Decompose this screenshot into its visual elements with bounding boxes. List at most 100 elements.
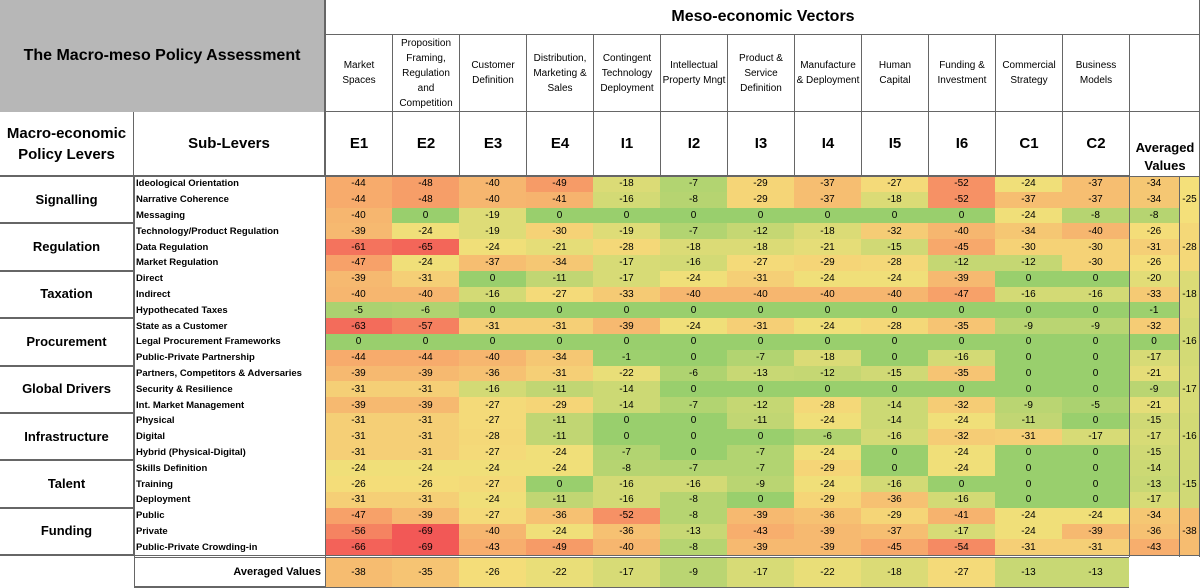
table-cell: -31	[392, 492, 459, 508]
table-cell: 0	[1062, 444, 1129, 461]
table-cell: -1	[593, 349, 660, 366]
table-cell: -52	[593, 507, 660, 524]
sub-lever-label: Partners, Competitors & Adversaries	[134, 365, 325, 382]
group-average: -17	[1179, 365, 1200, 413]
table-cell: -24	[459, 492, 526, 508]
table-cell: -31	[995, 428, 1062, 445]
table-cell: -30	[526, 223, 593, 240]
table-cell: 0	[593, 302, 660, 319]
table-cell: -16	[459, 286, 526, 303]
table-cell: -40	[325, 286, 392, 303]
table-cell: -40	[660, 286, 727, 303]
column-average: -9	[660, 557, 727, 587]
table-cell: -40	[727, 286, 794, 303]
table-cell: -16	[861, 476, 928, 492]
table-cell: -65	[392, 239, 459, 255]
sub-lever-label: Public-Private Crowding-in	[134, 539, 325, 556]
table-cell: -35	[928, 318, 995, 334]
table-cell: -31	[392, 270, 459, 287]
table-cell: -11	[526, 413, 593, 429]
table-cell: -41	[928, 507, 995, 524]
table-cell: -37	[794, 176, 861, 192]
sub-lever-label: Technology/Product Regulation	[134, 223, 325, 240]
table-cell: 0	[660, 381, 727, 398]
table-cell: -18	[727, 239, 794, 255]
row-average: -33	[1129, 286, 1179, 303]
table-cell: 0	[593, 207, 660, 224]
table-cell: -24	[325, 460, 392, 477]
lever-infrastructure: Infrastructure	[0, 413, 134, 461]
table-cell: -28	[459, 428, 526, 445]
table-cell: -11	[526, 381, 593, 398]
macro-levers-header: Macro-economic Policy Levers	[0, 112, 134, 176]
table-cell: -11	[995, 413, 1062, 429]
table-cell: 0	[794, 207, 861, 224]
vector-code: E2	[392, 112, 459, 176]
table-cell: -27	[459, 413, 526, 429]
table-cell: 0	[861, 207, 928, 224]
table-cell: -14	[861, 397, 928, 413]
table-cell: -18	[660, 239, 727, 255]
table-cell: -44	[325, 191, 392, 208]
column-average: -17	[593, 557, 660, 587]
group-average: -25	[1179, 176, 1200, 224]
table-cell: 0	[727, 302, 794, 319]
table-cell: 0	[928, 302, 995, 319]
table-cell: -31	[392, 413, 459, 429]
table-cell: -31	[325, 381, 392, 398]
table-cell: -30	[995, 239, 1062, 255]
meso-vectors-title: Meso-economic Vectors	[325, 0, 1200, 35]
table-cell: -14	[861, 413, 928, 429]
table-cell: -39	[392, 365, 459, 382]
table-cell: -39	[928, 270, 995, 287]
table-cell: -39	[392, 507, 459, 524]
table-cell: -19	[593, 223, 660, 240]
vector-code: I3	[727, 112, 794, 176]
table-cell: -32	[928, 397, 995, 413]
table-cell: -40	[459, 191, 526, 208]
table-cell: -45	[861, 539, 928, 556]
table-cell: -37	[861, 523, 928, 540]
table-cell: -40	[459, 349, 526, 366]
table-cell: -44	[325, 176, 392, 192]
table-cell: 0	[392, 334, 459, 350]
table-cell: -34	[526, 255, 593, 271]
lever-signalling: Signalling	[0, 176, 134, 224]
table-cell: -27	[459, 444, 526, 461]
table-cell: -31	[526, 365, 593, 382]
table-cell: -44	[325, 349, 392, 366]
table-cell: -69	[392, 539, 459, 556]
table-cell: -5	[325, 302, 392, 319]
table-cell: -14	[593, 381, 660, 398]
table-cell: 0	[928, 334, 995, 350]
table-cell: -39	[727, 539, 794, 556]
table-cell: -52	[928, 191, 995, 208]
table-cell: 0	[861, 460, 928, 477]
table-cell: -39	[794, 539, 861, 556]
table-cell: 0	[995, 270, 1062, 287]
row-average: -34	[1129, 176, 1179, 192]
table-cell: -39	[325, 365, 392, 382]
table-cell: -40	[1062, 223, 1129, 240]
table-cell: 0	[660, 428, 727, 445]
table-cell: -13	[727, 365, 794, 382]
table-cell: -34	[995, 223, 1062, 240]
sub-lever-label: State as a Customer	[134, 318, 325, 334]
table-cell: 0	[861, 302, 928, 319]
table-cell: -16	[593, 476, 660, 492]
sub-levers-header: Sub-Levers	[134, 112, 325, 176]
table-cell: -39	[794, 523, 861, 540]
vector-name: Customer Definition	[459, 35, 526, 112]
sub-lever-label: Direct	[134, 270, 325, 287]
table-cell: -36	[459, 365, 526, 382]
table-cell: -47	[928, 286, 995, 303]
table-cell: 0	[660, 302, 727, 319]
table-cell: -41	[526, 191, 593, 208]
table-cell: -61	[325, 239, 392, 255]
table-cell: -18	[794, 223, 861, 240]
table-cell: 0	[727, 381, 794, 398]
table-cell: 0	[995, 349, 1062, 366]
averaged-values-label: Averaged Values	[134, 557, 325, 587]
row-average: -43	[1129, 539, 1179, 556]
sub-lever-label: Security & Resilience	[134, 381, 325, 398]
